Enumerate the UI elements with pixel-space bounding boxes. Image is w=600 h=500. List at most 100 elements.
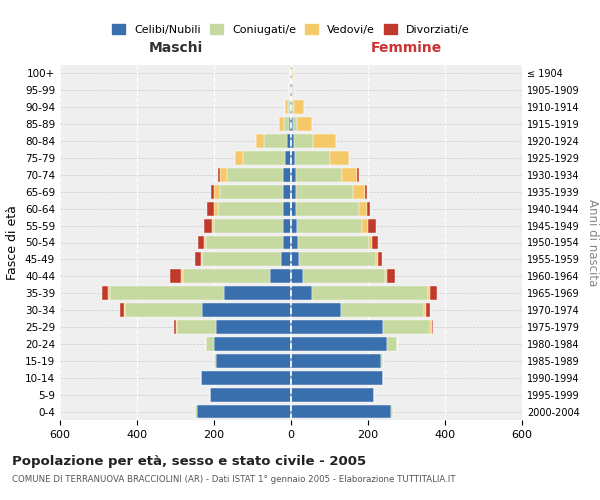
Bar bbox=[291, 151, 295, 165]
Bar bbox=[291, 337, 387, 351]
Bar bbox=[382, 354, 383, 368]
Bar bbox=[369, 236, 372, 250]
Bar bbox=[383, 320, 430, 334]
Bar bbox=[291, 117, 293, 131]
Bar bbox=[283, 218, 291, 232]
Bar bbox=[291, 388, 374, 402]
Bar bbox=[264, 134, 287, 148]
Bar bbox=[291, 354, 382, 368]
Bar bbox=[200, 252, 202, 266]
Text: COMUNE DI TERRANUOVA BRACCIOLINI (AR) - Dati ISTAT 1° gennaio 2005 - Elaborazion: COMUNE DI TERRANUOVA BRACCIOLINI (AR) - … bbox=[12, 475, 455, 484]
Bar bbox=[284, 117, 289, 131]
Bar bbox=[290, 66, 291, 80]
Bar bbox=[365, 185, 367, 198]
Bar bbox=[291, 185, 296, 198]
Bar bbox=[387, 337, 397, 351]
Bar bbox=[195, 404, 197, 418]
Bar bbox=[291, 270, 302, 283]
Bar bbox=[214, 185, 220, 198]
Bar bbox=[227, 168, 283, 182]
Bar bbox=[291, 371, 383, 384]
Bar bbox=[391, 404, 393, 418]
Bar bbox=[243, 151, 285, 165]
Bar bbox=[214, 218, 283, 232]
Bar bbox=[291, 303, 341, 317]
Bar bbox=[291, 252, 299, 266]
Bar bbox=[291, 202, 296, 215]
Bar bbox=[214, 202, 218, 215]
Bar bbox=[206, 236, 283, 250]
Bar bbox=[206, 337, 214, 351]
Bar bbox=[256, 134, 264, 148]
Bar bbox=[357, 168, 359, 182]
Bar bbox=[283, 236, 291, 250]
Bar bbox=[292, 66, 293, 80]
Text: Femmine: Femmine bbox=[371, 41, 442, 55]
Bar bbox=[202, 303, 291, 317]
Bar bbox=[291, 286, 312, 300]
Bar bbox=[283, 202, 291, 215]
Bar bbox=[293, 117, 297, 131]
Bar bbox=[293, 84, 295, 98]
Bar bbox=[297, 117, 312, 131]
Bar bbox=[183, 270, 270, 283]
Bar bbox=[235, 151, 243, 165]
Text: Popolazione per età, sesso e stato civile - 2005: Popolazione per età, sesso e stato civil… bbox=[12, 455, 366, 468]
Bar bbox=[431, 320, 433, 334]
Bar bbox=[281, 252, 291, 266]
Bar bbox=[291, 134, 294, 148]
Bar bbox=[212, 218, 214, 232]
Bar bbox=[110, 286, 224, 300]
Bar bbox=[290, 100, 291, 114]
Bar bbox=[291, 404, 391, 418]
Bar bbox=[312, 286, 428, 300]
Bar bbox=[359, 202, 367, 215]
Bar bbox=[299, 252, 376, 266]
Bar bbox=[181, 270, 183, 283]
Bar bbox=[426, 303, 430, 317]
Bar bbox=[220, 168, 227, 182]
Bar bbox=[372, 236, 378, 250]
Bar bbox=[289, 117, 291, 131]
Bar bbox=[197, 404, 291, 418]
Bar bbox=[195, 252, 200, 266]
Bar bbox=[377, 252, 382, 266]
Bar bbox=[220, 185, 283, 198]
Bar bbox=[178, 320, 216, 334]
Bar bbox=[367, 202, 370, 215]
Bar bbox=[203, 236, 206, 250]
Bar bbox=[430, 320, 431, 334]
Bar bbox=[291, 320, 383, 334]
Bar bbox=[353, 185, 365, 198]
Bar bbox=[341, 303, 424, 317]
Bar bbox=[200, 371, 291, 384]
Bar bbox=[216, 354, 291, 368]
Bar bbox=[285, 151, 291, 165]
Bar bbox=[291, 168, 296, 182]
Bar bbox=[292, 84, 293, 98]
Bar bbox=[202, 252, 281, 266]
Bar bbox=[211, 185, 214, 198]
Bar bbox=[218, 168, 220, 182]
Bar bbox=[214, 354, 216, 368]
Bar bbox=[291, 236, 298, 250]
Bar bbox=[290, 84, 291, 98]
Bar bbox=[270, 270, 291, 283]
Bar bbox=[125, 303, 202, 317]
Bar bbox=[173, 320, 176, 334]
Bar bbox=[218, 202, 283, 215]
Bar bbox=[224, 286, 291, 300]
Bar bbox=[376, 252, 377, 266]
Bar bbox=[342, 168, 357, 182]
Y-axis label: Fasce di età: Fasce di età bbox=[7, 205, 19, 280]
Bar bbox=[296, 168, 342, 182]
Bar bbox=[103, 286, 108, 300]
Bar bbox=[291, 84, 292, 98]
Bar bbox=[362, 218, 368, 232]
Bar bbox=[207, 202, 214, 215]
Bar bbox=[428, 286, 430, 300]
Bar bbox=[294, 100, 304, 114]
Bar bbox=[285, 100, 288, 114]
Bar bbox=[108, 286, 110, 300]
Y-axis label: Anni di nascita: Anni di nascita bbox=[586, 199, 599, 286]
